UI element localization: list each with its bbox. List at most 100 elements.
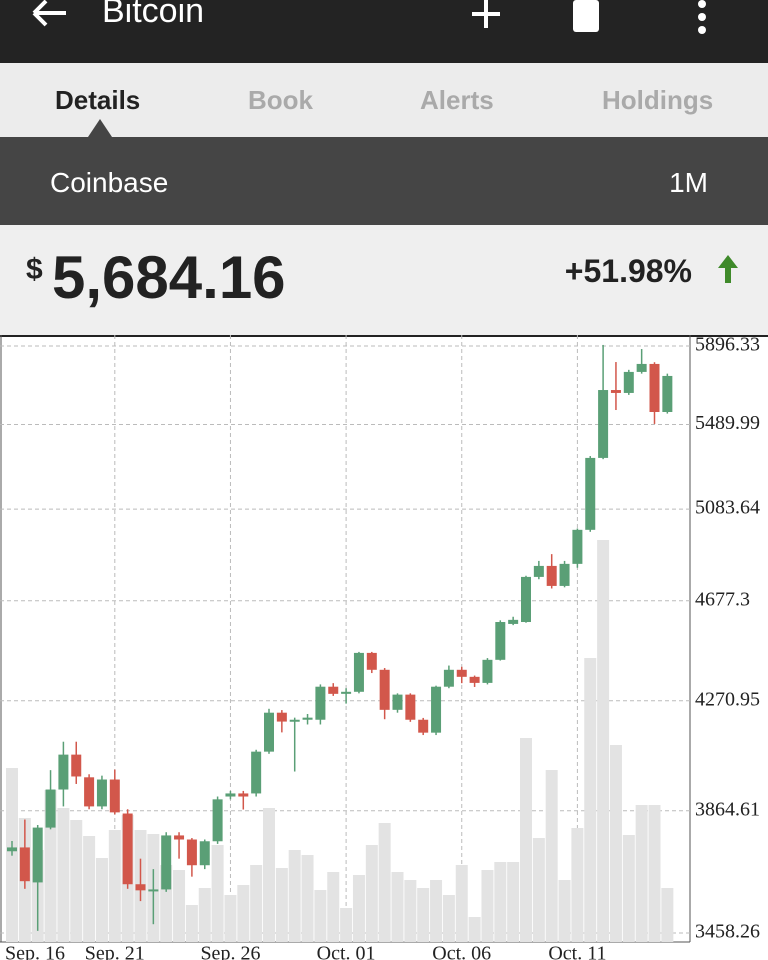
candle-body [109, 779, 120, 813]
volume-bar [404, 880, 417, 942]
volume-bar [442, 895, 455, 942]
add-button[interactable] [468, 0, 504, 32]
tab[interactable]: Details [55, 85, 141, 115]
y-tick-label: 4270.95 [695, 688, 760, 710]
volume-bar [340, 908, 353, 942]
volume-bar [481, 870, 494, 942]
volume-bar [520, 738, 532, 942]
volume-bar [327, 872, 340, 942]
candle-body [533, 565, 544, 577]
x-tick-label: Sep. 16 [5, 943, 65, 960]
candle-body [649, 363, 660, 412]
candle-body [546, 565, 557, 586]
candle-body [662, 375, 673, 412]
candle-body [32, 827, 43, 883]
y-tick-label: 5083.64 [695, 497, 760, 519]
volume-bar [185, 905, 198, 942]
tab[interactable]: Holdings [602, 85, 714, 115]
candle-body [469, 676, 480, 683]
volume-bar [83, 836, 96, 942]
candle-body [148, 889, 159, 892]
candle-body [19, 847, 30, 882]
tab-bar: Details Book Alerts Holdings [0, 63, 768, 137]
exchange[interactable]: Coinbase [50, 167, 169, 198]
y-tick-label: 3458.26 [695, 921, 760, 943]
tab[interactable]: Alerts [420, 85, 494, 115]
candle-body [161, 835, 172, 890]
volume-bar [609, 745, 622, 942]
menu-button[interactable] [690, 0, 714, 36]
volume-bar [378, 823, 391, 942]
candle-body [431, 686, 442, 733]
candle-body [212, 799, 223, 842]
candle-body [341, 691, 352, 694]
candle-body [135, 884, 146, 891]
candle-body [84, 777, 95, 807]
candle-body [572, 529, 583, 564]
candle-body [623, 371, 634, 393]
volume-bar [224, 895, 237, 942]
volume-bar [95, 858, 108, 942]
volume-bar [571, 828, 584, 942]
candle-body [482, 659, 493, 683]
volume-bar [288, 850, 301, 942]
candle-body [328, 686, 339, 694]
x-tick-label: Oct. 01 [317, 943, 376, 960]
app-title: Bitcoin [102, 0, 205, 30]
volume-bar [494, 862, 507, 942]
candle-body [418, 719, 429, 733]
volume-bar [391, 872, 404, 942]
candle-body [456, 669, 467, 677]
volume-bar [635, 805, 648, 942]
up-arrow [718, 255, 738, 283]
candle-body [636, 363, 647, 372]
volume-bar [352, 875, 365, 942]
y-tick-label: 5489.99 [695, 412, 760, 434]
volume-bar [365, 845, 378, 942]
volume-bar [314, 890, 327, 942]
y-tick-label: 5896.33 [695, 335, 760, 356]
candle-body [251, 751, 262, 794]
candle-body [366, 652, 377, 670]
candle-body [174, 835, 185, 840]
candle-body [122, 813, 133, 885]
candle-body [559, 563, 570, 586]
volume-bar [545, 770, 558, 942]
y-tick-label: 4677.3 [695, 588, 750, 610]
back-button[interactable] [30, 0, 70, 30]
volume-bar [250, 865, 263, 942]
price: 5,684.16 [52, 244, 286, 311]
change: +51.98% [564, 253, 692, 289]
volume-bar [108, 830, 121, 942]
candle-body [186, 839, 197, 866]
volume-bar [597, 540, 610, 942]
candle-body [276, 712, 287, 722]
x-tick-label: Oct. 06 [432, 943, 491, 960]
volume-bar [198, 888, 211, 942]
x-tick-label: Sep. 26 [200, 943, 260, 960]
tab[interactable]: Book [248, 85, 313, 115]
y-tick-label: 3864.61 [695, 798, 760, 820]
candle-body [199, 841, 210, 866]
volume-bar [44, 790, 57, 942]
candle-body [521, 576, 531, 623]
delete-button[interactable] [570, 0, 602, 34]
candle-body [610, 390, 621, 393]
volume-bar [57, 808, 70, 942]
volume-bar [263, 808, 275, 942]
volume-bar [301, 855, 314, 942]
volume-bar [455, 865, 468, 942]
candle-body [58, 754, 69, 790]
candle-body [405, 694, 416, 720]
candle-body [289, 719, 300, 722]
x-tick-label: Oct. 11 [548, 943, 606, 960]
candle-body [508, 619, 519, 624]
volume-bar [417, 888, 430, 942]
period[interactable]: 1M [669, 167, 708, 198]
volume-bar [507, 862, 520, 942]
candle-body [443, 669, 454, 687]
candle-body [264, 712, 274, 752]
volume-bar [622, 835, 635, 942]
